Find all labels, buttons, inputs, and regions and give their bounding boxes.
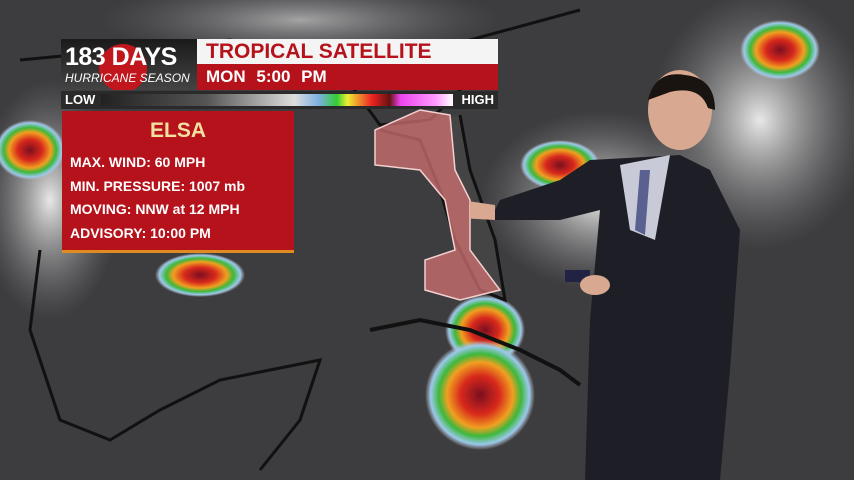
gulf-coastline (28, 249, 323, 471)
timestamp: MON 5:00 PM (197, 64, 498, 90)
day: MON (206, 67, 246, 86)
max-wind: MAX. WIND: 60 MPH (70, 154, 206, 170)
storm-cell (0, 120, 65, 180)
storm-cell (740, 20, 820, 80)
storm-name: ELSA (149, 119, 206, 142)
intensity-scale: LOW HIGH (61, 91, 498, 109)
hurricane-season-logo: 183 DAYS HURRICANE SEASON (61, 39, 197, 90)
days-count: 183 DAYS (65, 43, 177, 71)
logo-disc (99, 44, 147, 90)
storm-info-panel: ELSA MAX. WIND: 60 MPH MIN. PRESSURE: 10… (62, 111, 294, 253)
scale-high: HIGH (461, 92, 495, 107)
meteorologist (470, 70, 740, 480)
time: 5:00 PM (256, 67, 327, 86)
cuba-outline (369, 317, 582, 387)
advisory-time: ADVISORY: 10:00 PM (70, 224, 211, 241)
page-title: TROPICAL SATELLITE (197, 39, 498, 64)
min-pressure: MIN. PRESSURE: 1007 mb (70, 177, 246, 194)
scale-low: LOW (65, 92, 96, 107)
tropical-storm-warning-area (374, 109, 502, 301)
movement: MOVING: NNW at 12 MPH (70, 201, 240, 217)
elsa-storm-core (425, 340, 535, 450)
logo-subtitle: HURRICANE SEASON (65, 71, 190, 85)
title-box: TROPICAL SATELLITE MON 5:00 PM (197, 39, 498, 90)
scale-gradient (101, 94, 453, 106)
storm-cell (155, 253, 245, 297)
